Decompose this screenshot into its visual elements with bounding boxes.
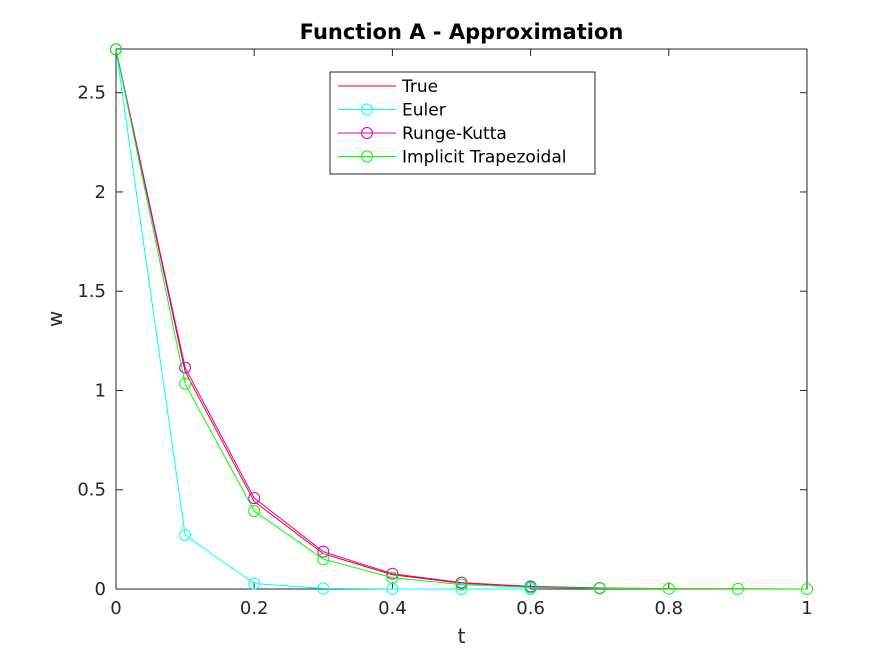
- legend-item-euler: Euler: [338, 101, 446, 121]
- legend-swatch-marker: [361, 150, 373, 163]
- x-axis-label: t: [458, 624, 466, 648]
- series-line-implicit-trapezoidal: [115, 49, 808, 590]
- data-point-euler: [248, 577, 261, 590]
- legend-item-true: True: [338, 77, 438, 97]
- data-point-implicit-trapezoidal: [593, 582, 606, 595]
- series-line-euler: [115, 49, 531, 590]
- x-tick-label: 0.6: [516, 598, 545, 619]
- data-point-implicit-trapezoidal: [801, 582, 813, 595]
- data-point-euler: [317, 582, 330, 595]
- x-axis-ticks: 0 0.2 0.4 0.6 0.8 1: [110, 49, 813, 619]
- data-point-runge-kutta: [317, 545, 330, 558]
- data-point-implicit-trapezoidal: [524, 581, 537, 594]
- legend-label: Euler: [402, 101, 446, 121]
- y-tick-label: 1: [95, 380, 106, 401]
- legend-swatch-marker: [361, 127, 373, 139]
- data-point-implicit-trapezoidal: [248, 504, 261, 517]
- y-axis-label: w: [43, 311, 67, 327]
- x-tick-label: 1: [801, 598, 812, 619]
- x-tick-label: 0.8: [654, 598, 683, 619]
- legend: True Euler Runge-Kutta Implicit Trapezoidal: [329, 71, 596, 175]
- series-line-runge-kutta: [115, 49, 600, 589]
- data-point-implicit-trapezoidal: [731, 582, 744, 595]
- data-point-implicit-trapezoidal: [662, 582, 675, 595]
- data-point-implicit-trapezoidal: [179, 377, 192, 390]
- y-tick-label: 0.5: [77, 480, 106, 501]
- y-axis-ticks: 0 0.5 1 1.5 2 2.5: [77, 83, 807, 600]
- x-tick-label: 0.2: [240, 598, 269, 619]
- series-implicit-trapezoidal: [110, 43, 813, 595]
- data-point-implicit-trapezoidal: [317, 553, 330, 566]
- legend-item-implicit-trapezoidal: Implicit Trapezoidal: [338, 148, 566, 168]
- data-point-euler: [455, 583, 468, 595]
- chart-title: Function A - Approximation: [300, 20, 624, 44]
- legend-label: Runge-Kutta: [402, 124, 507, 144]
- legend-swatch-marker: [361, 103, 373, 116]
- legend-label: True: [401, 77, 438, 97]
- y-tick-label: 2: [95, 182, 106, 203]
- y-tick-label: 2.5: [77, 83, 106, 104]
- data-point-implicit-trapezoidal: [455, 578, 468, 591]
- y-tick-label: 1.5: [77, 281, 106, 302]
- x-tick-label: 0.4: [378, 598, 407, 619]
- series-group: [110, 43, 813, 595]
- y-tick-label: 0: [95, 579, 106, 600]
- data-point-runge-kutta: [386, 567, 399, 580]
- x-tick-label: 0: [110, 598, 121, 619]
- data-point-implicit-trapezoidal: [386, 571, 399, 584]
- data-point-runge-kutta: [248, 492, 261, 505]
- legend-label: Implicit Trapezoidal: [402, 148, 566, 168]
- data-point-implicit-trapezoidal: [110, 43, 122, 56]
- legend-item-runge-kutta: Runge-Kutta: [338, 124, 507, 144]
- data-point-euler: [179, 529, 192, 541]
- data-point-runge-kutta: [179, 361, 192, 374]
